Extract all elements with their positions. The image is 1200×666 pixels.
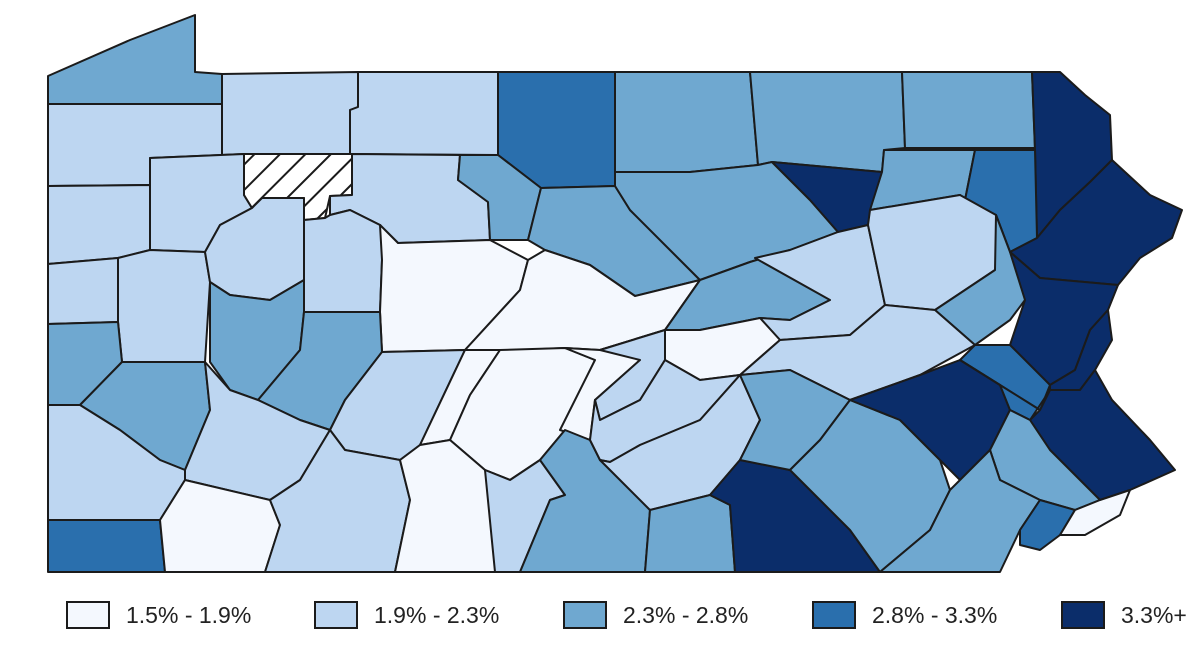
pennsylvania-county-map [47, 14, 1183, 573]
county-warren[interactable] [221, 71, 359, 156]
county-butler[interactable] [117, 249, 211, 363]
legend-label: 2.8% - 3.3% [872, 601, 998, 628]
legend-swatch [812, 601, 856, 629]
legend-item: 1.5% - 1.9% [66, 592, 251, 638]
county-tioga[interactable] [614, 71, 759, 173]
county-layer [47, 14, 1183, 573]
map-legend: 1.5% - 1.9% 1.9% - 2.3% 2.3% - 2.8% 2.8%… [0, 592, 1200, 638]
county-philadelphia[interactable] [1059, 489, 1131, 536]
county-mercer[interactable] [47, 184, 151, 265]
legend-label: 3.3%+ [1121, 601, 1187, 628]
county-cameron[interactable] [457, 154, 542, 241]
county-bradford[interactable] [749, 71, 906, 173]
legend-swatch [314, 601, 358, 629]
county-erie[interactable] [47, 14, 223, 105]
county-mckean[interactable] [349, 71, 499, 156]
legend-swatch [66, 601, 110, 629]
county-lawrence[interactable] [47, 257, 119, 325]
county-lehigh[interactable] [959, 359, 1051, 421]
county-chester[interactable] [879, 449, 1041, 573]
legend-item: 2.8% - 3.3% [812, 592, 997, 638]
legend-swatch [563, 601, 607, 629]
legend-item: 1.9% - 2.3% [314, 592, 499, 638]
legend-swatch [1061, 601, 1105, 629]
legend-item: 2.3% - 2.8% [563, 592, 748, 638]
legend-label: 1.9% - 2.3% [374, 601, 500, 628]
county-susquehanna[interactable] [901, 71, 1036, 149]
county-greene[interactable] [47, 519, 166, 573]
legend-label: 2.3% - 2.8% [623, 601, 749, 628]
legend-item: 3.3%+ [1061, 592, 1187, 638]
legend-label: 1.5% - 1.9% [126, 601, 252, 628]
